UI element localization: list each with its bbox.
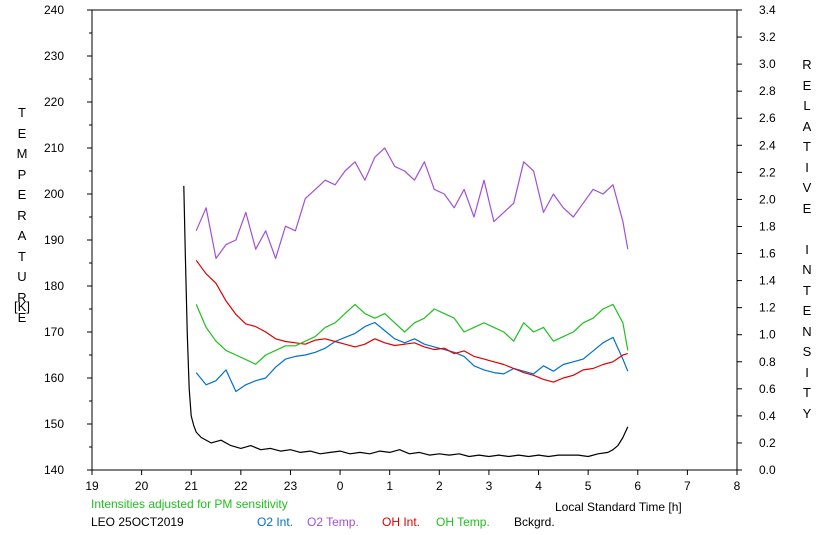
plot-frame — [91, 9, 738, 471]
series-line-o2-int — [195, 321, 629, 393]
station-date-label: LEO 25OCT2019 — [91, 515, 184, 529]
right-tick-label: 3.0 — [759, 57, 776, 71]
x-tick-label: 4 — [535, 479, 542, 493]
left-tick-label: 140 — [44, 463, 64, 477]
x-axis-label: Local Standard Time [h] — [555, 500, 682, 514]
right-tick-label: 1.6 — [759, 247, 776, 261]
right-tick-label: 3.4 — [759, 3, 776, 17]
x-tick-label: 2 — [436, 479, 443, 493]
left-tick-label: 170 — [44, 325, 64, 339]
right-tick-label: 0.0 — [759, 463, 776, 477]
right-axis-title: R E L A T I V E I N T E N S I T Y — [802, 57, 812, 421]
left-axis-title: T E M P E R A T U R E — [16, 105, 28, 325]
x-tick-label: 23 — [284, 479, 298, 493]
right-tick-label: 2.2 — [759, 165, 776, 179]
left-tick-label: 220 — [44, 95, 64, 109]
right-tick-label: 0.4 — [759, 409, 776, 423]
series-layer — [183, 147, 629, 458]
legend-bckgrd: Bckgrd. — [514, 515, 555, 529]
x-tick-label: 19 — [85, 479, 99, 493]
right-tick-label: 3.2 — [759, 30, 776, 44]
left-tick-label: 230 — [44, 49, 64, 63]
left-axis-unit: [K] — [14, 299, 30, 314]
right-tick-label: 2.4 — [759, 138, 776, 152]
series-line-oh-int — [195, 259, 628, 383]
left-tick-label: 180 — [44, 279, 64, 293]
x-tick-label: 21 — [185, 479, 199, 493]
x-tick-label: 5 — [585, 479, 592, 493]
left-tick-label: 190 — [44, 233, 64, 247]
right-tick-label: 1.2 — [759, 301, 776, 315]
x-tick-label: 22 — [234, 479, 248, 493]
x-tick-label: 20 — [135, 479, 149, 493]
right-tick-label: 0.2 — [759, 436, 776, 450]
x-tick-label: 7 — [684, 479, 691, 493]
x-tick-label: 6 — [634, 479, 641, 493]
x-tick-label: 0 — [337, 479, 344, 493]
right-tick-label: 1.8 — [759, 219, 776, 233]
right-tick-label: 2.6 — [759, 111, 776, 125]
series-line-oh-temp — [195, 303, 629, 365]
right-tick-label: 1.0 — [759, 328, 776, 342]
right-tick-label: 0.8 — [759, 355, 776, 369]
legend-oh-int: OH Int. — [382, 515, 421, 529]
right-tick-label: 2.8 — [759, 84, 776, 98]
pm-sensitivity-note: Intensities adjusted for PM sensitivity — [91, 497, 288, 511]
left-tick-label: 150 — [44, 417, 64, 431]
series-line-bckgrd — [183, 185, 629, 458]
x-tick-label: 8 — [734, 479, 741, 493]
right-tick-label: 2.0 — [759, 192, 776, 206]
legend-oh-temp: OH Temp. — [436, 515, 490, 529]
right-tick-label: 0.6 — [759, 382, 776, 396]
x-tick-label: 1 — [386, 479, 393, 493]
left-tick-label: 160 — [44, 371, 64, 385]
left-tick-label: 240 — [44, 3, 64, 17]
legend-o2-int: O2 Int. — [257, 515, 294, 529]
x-tick-label: 3 — [486, 479, 493, 493]
series-line-o2-temp — [195, 147, 629, 259]
left-tick-label: 200 — [44, 187, 64, 201]
legend-o2-temp: O2 Temp. — [307, 515, 359, 529]
right-tick-label: 1.4 — [759, 274, 776, 288]
axis-layer: 19 20 21 22 23 0 1 2 3 4 5 6 7 8140150160170180190200… — [44, 3, 776, 493]
left-tick-label: 210 — [44, 141, 64, 155]
